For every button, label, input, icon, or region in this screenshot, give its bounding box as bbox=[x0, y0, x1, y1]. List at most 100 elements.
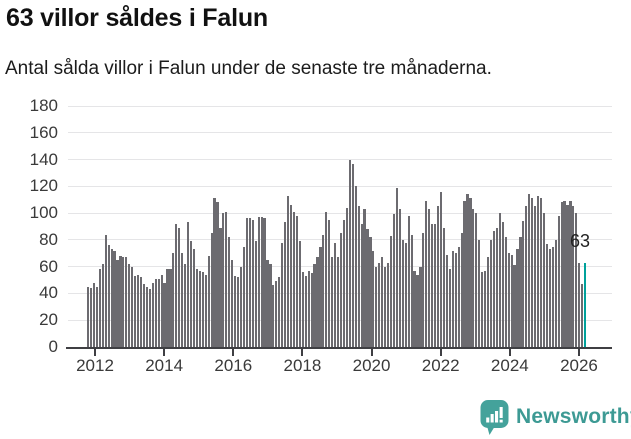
bar bbox=[495, 227, 498, 347]
bar bbox=[369, 237, 372, 347]
bar bbox=[263, 218, 266, 347]
bar bbox=[478, 239, 481, 347]
bar bbox=[234, 276, 237, 347]
x-axis-label-2016: 2016 bbox=[214, 356, 253, 375]
bar bbox=[257, 217, 260, 347]
bar bbox=[378, 262, 381, 347]
bar bbox=[110, 249, 113, 347]
bar bbox=[486, 257, 490, 347]
bar bbox=[545, 243, 548, 347]
bar bbox=[457, 246, 460, 347]
gridline-y-140 bbox=[68, 159, 612, 161]
bar bbox=[175, 223, 178, 347]
bar bbox=[160, 274, 163, 347]
bar bbox=[266, 259, 269, 347]
bar bbox=[392, 214, 396, 347]
bar bbox=[342, 219, 346, 347]
bar bbox=[551, 246, 554, 347]
bar bbox=[122, 257, 125, 347]
bar bbox=[157, 278, 160, 347]
bar bbox=[413, 270, 416, 347]
bar bbox=[548, 249, 551, 347]
bar bbox=[163, 282, 166, 347]
bar bbox=[251, 219, 254, 347]
bar bbox=[407, 215, 410, 347]
bar bbox=[348, 159, 351, 347]
bar bbox=[116, 259, 119, 347]
bar bbox=[195, 269, 198, 347]
bar bbox=[254, 241, 257, 347]
bar bbox=[134, 276, 137, 347]
bar bbox=[360, 223, 363, 347]
bar bbox=[431, 223, 434, 347]
bar bbox=[295, 215, 298, 347]
x-axis-label-2018: 2018 bbox=[283, 356, 322, 375]
page-subtitle: Antal sålda villor i Falun under de sena… bbox=[5, 58, 492, 79]
x-axis-tick-2026 bbox=[577, 349, 580, 356]
bar bbox=[489, 239, 493, 347]
bar bbox=[104, 234, 107, 347]
bar bbox=[419, 266, 422, 347]
bar bbox=[136, 274, 140, 347]
bar bbox=[436, 206, 440, 347]
bar bbox=[525, 206, 528, 347]
newsworthy-logo[interactable]: Newsworthy bbox=[480, 399, 631, 436]
bar bbox=[284, 222, 287, 347]
bar bbox=[322, 234, 325, 347]
bar bbox=[357, 206, 360, 347]
bar bbox=[275, 281, 278, 347]
bar bbox=[507, 253, 510, 347]
bar bbox=[292, 211, 296, 347]
bar bbox=[375, 266, 378, 347]
bar bbox=[451, 250, 454, 347]
bar bbox=[578, 262, 581, 347]
bar bbox=[184, 263, 187, 347]
bar bbox=[272, 285, 275, 347]
bar bbox=[372, 250, 375, 347]
y-axis-label-180: 180 bbox=[29, 96, 58, 115]
bar bbox=[557, 215, 560, 347]
last-value-label: 63 bbox=[570, 230, 591, 251]
bar bbox=[113, 250, 116, 347]
bar bbox=[239, 266, 243, 347]
bar bbox=[425, 201, 428, 347]
bar bbox=[166, 269, 169, 347]
bar bbox=[151, 282, 154, 347]
y-axis-label-120: 120 bbox=[29, 176, 58, 196]
bar bbox=[125, 257, 128, 347]
bar bbox=[131, 266, 134, 347]
bar bbox=[454, 253, 457, 347]
bar bbox=[463, 201, 466, 347]
x-axis-tick-2014 bbox=[163, 349, 166, 356]
bar bbox=[519, 237, 522, 347]
bar bbox=[404, 242, 407, 347]
bar bbox=[248, 218, 251, 347]
bar bbox=[422, 233, 425, 347]
bar bbox=[269, 263, 272, 347]
bar bbox=[210, 233, 213, 347]
bar bbox=[198, 270, 201, 347]
bar bbox=[98, 269, 101, 347]
bar bbox=[336, 257, 340, 347]
bar bbox=[304, 276, 307, 347]
bar bbox=[534, 206, 537, 347]
bar bbox=[219, 227, 222, 347]
y-axis-label-40: 40 bbox=[39, 283, 58, 303]
bar bbox=[95, 286, 98, 347]
bar bbox=[92, 282, 96, 347]
bar bbox=[398, 209, 401, 347]
y-axis-label-60: 60 bbox=[39, 256, 58, 276]
gridline-y-100 bbox=[68, 212, 612, 214]
bar bbox=[231, 259, 234, 347]
y-axis-label-100: 100 bbox=[29, 203, 58, 223]
bar bbox=[416, 274, 419, 347]
bar bbox=[366, 229, 369, 347]
bar bbox=[504, 237, 507, 347]
bar bbox=[204, 274, 207, 347]
bar bbox=[469, 198, 472, 347]
bar bbox=[381, 257, 384, 347]
bar bbox=[225, 211, 228, 347]
bar bbox=[192, 249, 196, 347]
bar bbox=[107, 245, 110, 347]
bar bbox=[536, 195, 540, 347]
